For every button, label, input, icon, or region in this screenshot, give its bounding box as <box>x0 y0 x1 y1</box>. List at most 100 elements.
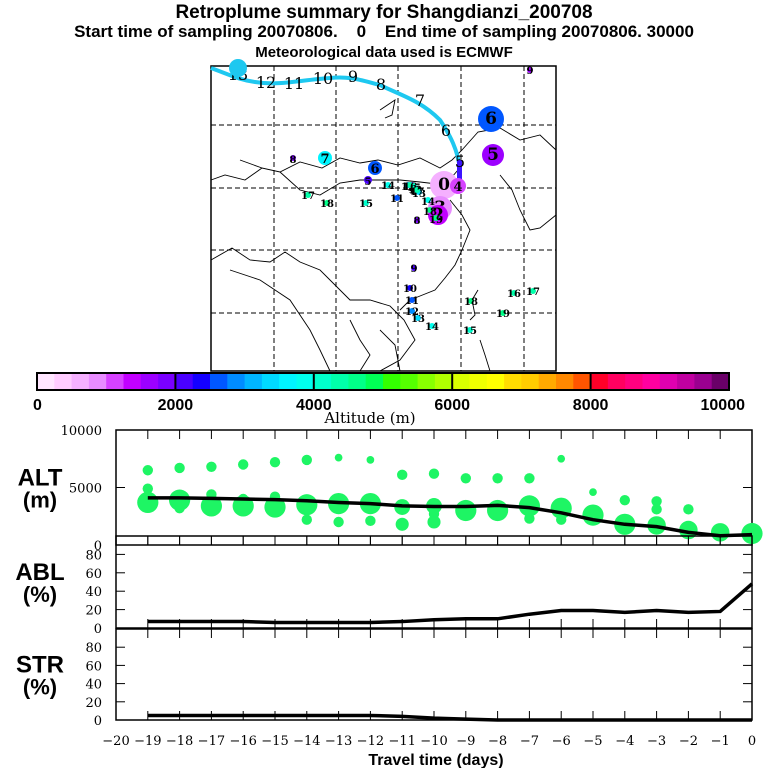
colorbar-segment <box>486 373 505 390</box>
x-tick-label: −16 <box>229 734 256 749</box>
altitude-point <box>683 504 694 515</box>
colorbar-segment <box>694 373 713 390</box>
map-cluster-dot <box>394 195 400 201</box>
time-panels: 0500010000ALT(m)020406080ABL(%)020406080… <box>15 424 763 768</box>
colorbar-segment <box>140 373 159 390</box>
altitude-point <box>142 483 153 494</box>
colorbar-segment <box>175 373 194 390</box>
colorbar-frame <box>36 372 730 391</box>
trajectory-day-label: 9 <box>348 67 358 86</box>
map-cluster-label: 9 <box>527 66 534 77</box>
map-cluster-label: 5 <box>365 177 372 188</box>
colorbar-segment <box>504 373 522 390</box>
colorbar-segment <box>365 373 384 390</box>
colorbar-segment <box>590 373 609 390</box>
map-cluster-label: 15 <box>359 199 373 210</box>
trajectory-day-label: 11 <box>284 74 304 93</box>
abl-line <box>147 582 754 625</box>
colorbar-tick-label: 6000 <box>434 397 470 414</box>
colorbar-segment <box>677 373 695 390</box>
colorbar-segment <box>521 373 540 390</box>
panel-str: 0 20 40 60 80 STR(%) <box>16 628 753 729</box>
met-data-note: Meteorological data used is ECMWF <box>255 44 513 61</box>
map-cluster-label: 18 <box>423 207 437 218</box>
colorbar-segment <box>434 373 453 390</box>
y-tick-label: 40 <box>85 678 102 693</box>
map-cluster-label: 15 <box>407 183 421 194</box>
y-tick-label: 5000 <box>69 482 102 497</box>
map-cluster-dot <box>364 176 372 184</box>
colorbar-segment <box>106 373 124 390</box>
map-cluster-dot <box>467 327 473 333</box>
colorbar-segment <box>607 373 626 390</box>
map-cluster-label: 9 <box>411 264 418 275</box>
trajectory-day-label: 12 <box>256 73 276 92</box>
altitude-point <box>524 513 535 524</box>
altitude-point <box>366 456 375 464</box>
x-tick-label: −6 <box>552 734 571 749</box>
panel-ylabel: ALT <box>18 465 63 492</box>
altitude-point <box>334 453 343 462</box>
altitude-point <box>619 494 630 506</box>
altitude-point <box>365 515 376 527</box>
map-cluster-dot <box>511 290 517 296</box>
map-cluster-dot <box>425 197 431 203</box>
y-tick-label: 80 <box>85 641 102 656</box>
y-tick-label: 60 <box>85 659 102 674</box>
panel-ylabel: (m) <box>23 488 57 513</box>
panel-frame <box>115 535 753 629</box>
x-tick-label: −10 <box>420 734 447 749</box>
map-cluster-dot <box>411 265 417 271</box>
map-cluster-label: 12 <box>401 182 415 193</box>
x-tick-label: 0 <box>748 734 756 749</box>
map-cluster-dot <box>414 217 420 223</box>
colorbar-segment <box>227 373 246 390</box>
x-tick-label: −9 <box>456 734 475 749</box>
altitude-point <box>269 457 281 468</box>
altitude-point <box>169 489 191 511</box>
altitude-point <box>556 514 567 525</box>
colorbar-segment <box>313 373 332 390</box>
colorbar-segment <box>469 373 488 390</box>
map-cluster-label: 13 <box>411 314 425 325</box>
altitude-point <box>206 461 217 472</box>
map-cluster-dot <box>409 297 415 303</box>
map-cluster-dot <box>324 200 330 206</box>
map-cluster-label: 11 <box>405 296 419 307</box>
altitude-point <box>296 494 318 516</box>
map-cluster-label: 18 <box>464 297 478 308</box>
altitude-point <box>333 516 344 528</box>
x-tick-label: −20 <box>102 734 129 749</box>
colorbar-segment <box>538 373 557 390</box>
trajectory-segment-low <box>457 160 462 192</box>
x-tick-label: −14 <box>293 734 320 749</box>
map-cluster-dot <box>478 106 504 132</box>
y-tick-label: 80 <box>85 548 102 563</box>
trajectory-day-label: 6 <box>441 121 451 140</box>
map-cluster-dot <box>482 144 504 166</box>
map-cluster-dot <box>530 288 536 294</box>
coastlines-borders <box>210 99 557 372</box>
map-cluster-label: 14 <box>381 181 395 192</box>
map-cluster-dot <box>229 59 247 77</box>
map-cluster-dot <box>407 182 413 188</box>
altitude-point <box>174 462 185 474</box>
colorbar-segment <box>348 373 367 390</box>
map-cluster-label: 8 <box>414 216 421 227</box>
map-cluster-label: 0 <box>438 175 450 195</box>
map-cluster-label: 4 <box>453 180 462 195</box>
colorbar-segment <box>244 373 263 390</box>
altitude-point <box>200 495 222 517</box>
altitude-point <box>651 504 662 515</box>
y-tick-label: 40 <box>85 585 102 600</box>
map-cluster-label: 17 <box>410 187 424 198</box>
map-cluster-label: 16 <box>507 289 521 300</box>
trajectory-day-label: 7 <box>415 91 425 110</box>
y-tick-label: 10000 <box>61 424 102 439</box>
colorbar-segment <box>279 373 297 390</box>
altitude-point <box>487 499 509 522</box>
map-cluster-label: 14 <box>425 322 439 333</box>
panel-ylabel: ABL <box>15 559 64 586</box>
map-cluster-label: 14 <box>421 197 435 208</box>
map-cluster-label: 10 <box>403 284 417 295</box>
